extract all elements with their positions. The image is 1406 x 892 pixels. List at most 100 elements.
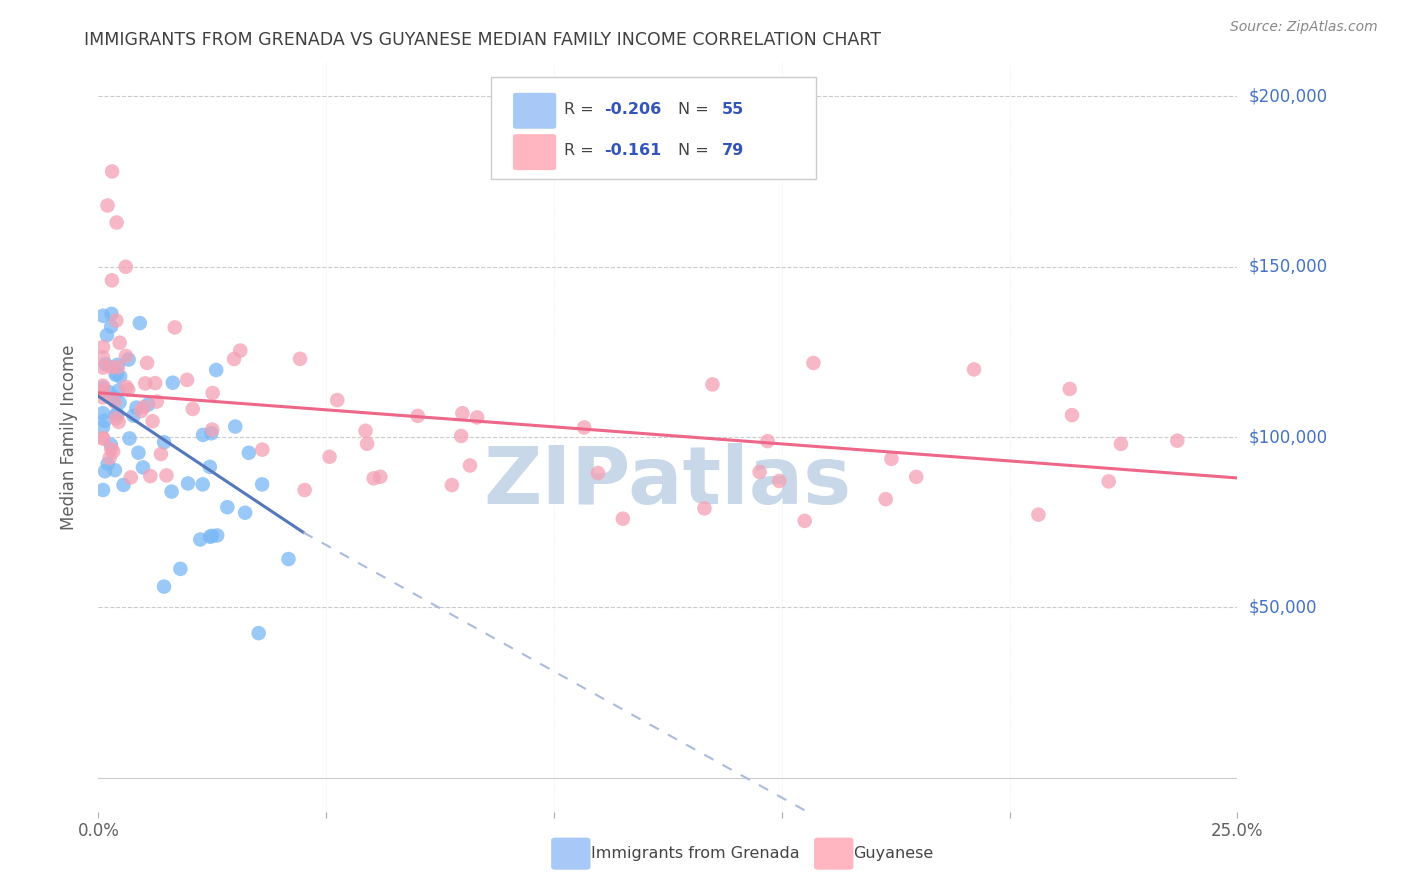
Point xyxy=(176,373,198,387)
Point xyxy=(1098,475,1121,489)
Text: ZIPatlas: ZIPatlas xyxy=(484,443,852,521)
Point xyxy=(1060,408,1083,422)
Point xyxy=(132,400,155,414)
Point xyxy=(1109,437,1132,451)
Point xyxy=(160,484,183,499)
Point xyxy=(136,356,159,370)
Point xyxy=(1028,508,1050,522)
Text: IMMIGRANTS FROM GRENADA VS GUYANESE MEDIAN FAMILY INCOME CORRELATION CHART: IMMIGRANTS FROM GRENADA VS GUYANESE MEDI… xyxy=(84,31,882,49)
Text: $50,000: $50,000 xyxy=(1249,599,1317,616)
Point xyxy=(129,404,152,418)
Point xyxy=(91,432,114,446)
Point xyxy=(103,391,125,405)
Point xyxy=(586,466,609,480)
Point xyxy=(115,380,138,394)
Text: N =: N = xyxy=(678,143,714,158)
Point xyxy=(572,420,595,434)
Text: N =: N = xyxy=(678,102,714,117)
Point xyxy=(101,273,124,287)
Point xyxy=(101,164,124,178)
Point xyxy=(93,414,115,428)
Point xyxy=(294,483,316,497)
Point xyxy=(125,401,148,415)
Point xyxy=(104,411,127,425)
Point xyxy=(693,501,716,516)
Point xyxy=(181,401,204,416)
Point xyxy=(875,492,897,507)
Point xyxy=(142,414,165,428)
Text: -0.161: -0.161 xyxy=(605,143,661,158)
Point xyxy=(91,380,114,394)
Point xyxy=(163,320,186,334)
Point xyxy=(153,580,176,594)
Point xyxy=(103,394,125,409)
Point xyxy=(748,465,770,479)
Y-axis label: Median Family Income: Median Family Income xyxy=(59,344,77,530)
Point xyxy=(107,384,129,398)
Point xyxy=(224,419,246,434)
Point xyxy=(115,349,138,363)
Point xyxy=(406,409,429,423)
Point xyxy=(104,463,127,477)
Point xyxy=(458,458,481,473)
Point xyxy=(139,469,162,483)
Point xyxy=(127,445,149,459)
Point xyxy=(96,328,118,343)
Point xyxy=(702,377,724,392)
Point xyxy=(107,360,129,375)
Point xyxy=(318,450,340,464)
Point xyxy=(108,369,131,384)
Point xyxy=(100,360,122,375)
Point xyxy=(100,438,122,452)
Text: Immigrants from Grenada: Immigrants from Grenada xyxy=(591,847,799,861)
Point xyxy=(98,450,121,465)
FancyBboxPatch shape xyxy=(513,93,557,128)
Point xyxy=(104,368,127,382)
Point xyxy=(612,511,634,525)
Point xyxy=(91,390,114,404)
Point xyxy=(326,393,349,408)
Point xyxy=(793,514,815,528)
Point xyxy=(103,444,125,458)
Point xyxy=(205,363,228,377)
Point xyxy=(91,378,114,392)
Point xyxy=(118,432,141,446)
Point xyxy=(356,436,378,450)
Point xyxy=(100,319,122,334)
Point xyxy=(153,435,176,450)
Point xyxy=(229,343,252,358)
Text: 55: 55 xyxy=(721,102,744,117)
Point xyxy=(205,528,228,542)
Point xyxy=(117,383,139,397)
Text: R =: R = xyxy=(564,143,599,158)
Text: 79: 79 xyxy=(721,143,744,158)
Point xyxy=(201,423,224,437)
Point xyxy=(963,362,986,376)
Point xyxy=(145,394,167,409)
Point xyxy=(277,552,299,566)
Point xyxy=(114,260,136,274)
Text: $100,000: $100,000 xyxy=(1249,428,1327,446)
Point xyxy=(191,477,214,491)
FancyBboxPatch shape xyxy=(513,134,557,170)
Point xyxy=(450,429,472,443)
Point xyxy=(91,360,114,375)
Point xyxy=(112,478,135,492)
Point xyxy=(134,376,156,391)
Point xyxy=(200,426,222,441)
Point xyxy=(108,395,131,409)
Point xyxy=(117,352,139,367)
Point xyxy=(238,446,260,460)
Text: R =: R = xyxy=(564,102,599,117)
Point xyxy=(94,357,117,371)
Point xyxy=(451,406,474,420)
Text: Source: ZipAtlas.com: Source: ZipAtlas.com xyxy=(1230,20,1378,34)
Point xyxy=(97,457,120,471)
Point xyxy=(155,468,177,483)
Point xyxy=(162,376,184,390)
Point xyxy=(250,477,273,491)
Point xyxy=(177,476,200,491)
Point xyxy=(91,340,114,354)
Point xyxy=(465,410,488,425)
Point xyxy=(880,451,903,466)
